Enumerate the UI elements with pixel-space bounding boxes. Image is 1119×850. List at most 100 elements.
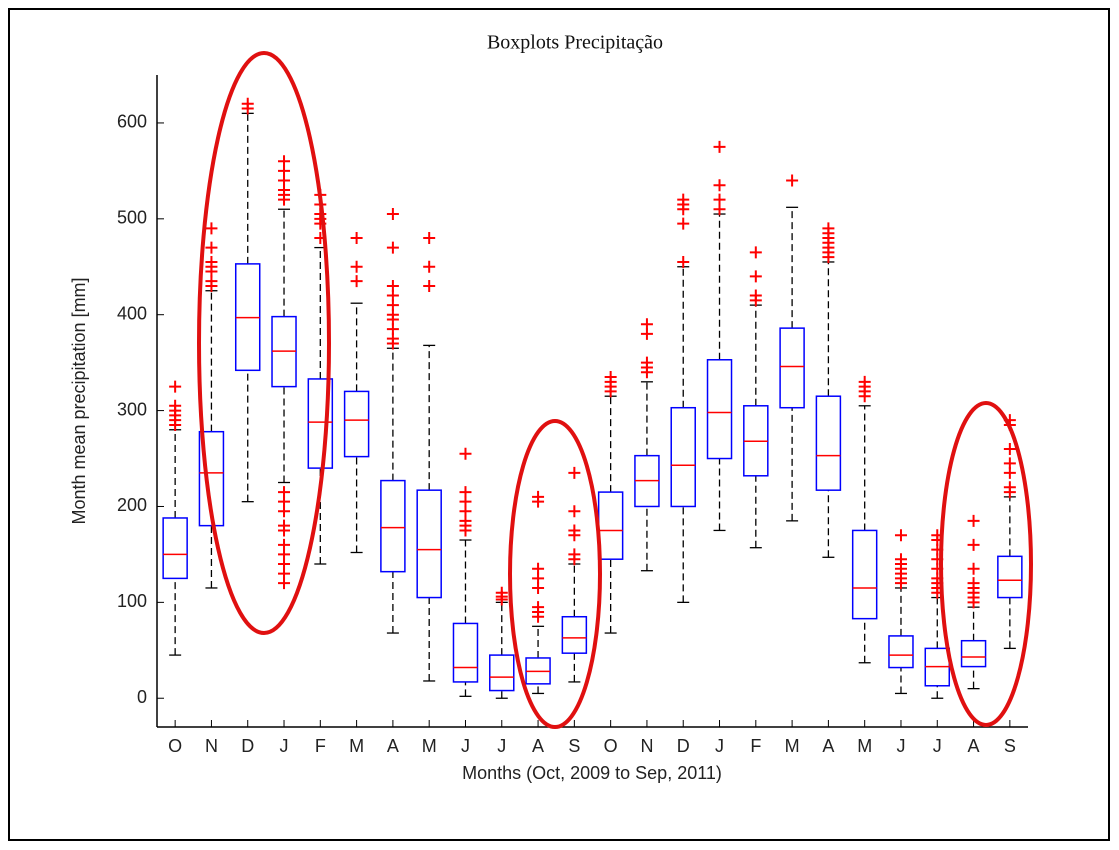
x-tick-label: M bbox=[857, 736, 872, 756]
frame bbox=[8, 8, 1110, 841]
box bbox=[888, 635, 914, 669]
outlier bbox=[423, 260, 436, 273]
outlier bbox=[677, 217, 690, 230]
outlier bbox=[495, 586, 508, 599]
box bbox=[489, 654, 515, 692]
x-tick-label: S bbox=[1004, 736, 1016, 756]
x-tick-label: D bbox=[677, 736, 690, 756]
box bbox=[779, 327, 805, 409]
y-tick-label: 300 bbox=[117, 399, 147, 419]
outlier bbox=[568, 466, 581, 479]
box-group bbox=[271, 155, 297, 590]
outlier bbox=[677, 255, 690, 268]
highlight-ellipse bbox=[939, 401, 1033, 727]
box-group bbox=[343, 232, 370, 554]
outlier bbox=[640, 318, 653, 331]
box-group bbox=[960, 514, 987, 690]
outlier bbox=[350, 232, 363, 244]
box-group bbox=[743, 246, 769, 549]
x-tick-label: O bbox=[604, 736, 618, 756]
outlier bbox=[278, 486, 291, 499]
y-tick-label: 0 bbox=[137, 687, 147, 707]
outlier bbox=[386, 241, 399, 254]
y-tick-label: 100 bbox=[117, 591, 147, 611]
box bbox=[997, 555, 1023, 599]
outlier bbox=[205, 241, 218, 254]
box bbox=[380, 479, 406, 573]
outlier bbox=[967, 538, 980, 551]
outlier bbox=[967, 562, 980, 575]
outlier bbox=[423, 279, 436, 292]
outlier bbox=[822, 222, 835, 235]
box-group bbox=[561, 466, 588, 683]
outlier bbox=[749, 289, 762, 302]
outlier bbox=[278, 538, 291, 551]
x-tick-label: J bbox=[896, 736, 905, 756]
x-tick-label: O bbox=[168, 736, 182, 756]
outlier bbox=[350, 260, 363, 273]
box bbox=[416, 489, 442, 599]
annotations bbox=[197, 51, 1033, 729]
box-group bbox=[525, 490, 551, 695]
x-tick-label: A bbox=[968, 736, 980, 756]
x-tick-label: J bbox=[933, 736, 942, 756]
outlier bbox=[532, 562, 545, 575]
outlier bbox=[568, 524, 581, 537]
outlier bbox=[858, 375, 871, 388]
x-tick-label: J bbox=[280, 736, 289, 756]
outlier bbox=[568, 548, 581, 561]
x-tick-label: A bbox=[532, 736, 544, 756]
outlier bbox=[423, 232, 436, 244]
box-group bbox=[234, 97, 261, 503]
box bbox=[815, 395, 842, 491]
outlier bbox=[459, 486, 472, 499]
highlight-ellipse bbox=[197, 51, 331, 635]
outlier bbox=[241, 97, 254, 110]
outlier bbox=[169, 380, 182, 393]
box bbox=[452, 622, 479, 683]
x-tick-label: J bbox=[461, 736, 470, 756]
box-group bbox=[779, 174, 805, 522]
box bbox=[343, 390, 370, 458]
x-tick-label: M bbox=[785, 736, 800, 756]
outlier bbox=[1003, 442, 1016, 455]
box-group bbox=[634, 318, 660, 572]
outlier bbox=[1003, 481, 1016, 494]
x-tick-label: N bbox=[640, 736, 653, 756]
outlier bbox=[967, 514, 980, 527]
outlier bbox=[749, 246, 762, 259]
box bbox=[851, 529, 878, 620]
x-tick-label: A bbox=[822, 736, 834, 756]
outlier bbox=[640, 356, 653, 369]
x-tick-label: J bbox=[497, 736, 506, 756]
box-group bbox=[416, 232, 442, 682]
outlier bbox=[532, 601, 545, 614]
y-tick-label: 200 bbox=[117, 495, 147, 515]
outlier bbox=[713, 193, 726, 206]
outlier bbox=[894, 529, 907, 542]
outlier bbox=[749, 270, 762, 283]
outlier bbox=[677, 193, 690, 206]
outlier bbox=[278, 155, 291, 168]
box-group bbox=[597, 371, 624, 634]
outlier bbox=[386, 279, 399, 292]
box-group bbox=[670, 193, 696, 604]
outlier bbox=[713, 179, 726, 192]
box bbox=[960, 639, 987, 668]
box-group bbox=[706, 140, 733, 532]
outlier bbox=[568, 505, 581, 518]
x-tick-label: S bbox=[568, 736, 580, 756]
y-tick-label: 500 bbox=[117, 208, 147, 228]
box-group bbox=[888, 529, 914, 695]
x-tick-label: A bbox=[387, 736, 399, 756]
outlier bbox=[786, 174, 799, 187]
outlier bbox=[205, 255, 218, 268]
box-group bbox=[489, 586, 515, 699]
y-axis-label: Month mean precipitation [mm] bbox=[69, 277, 89, 524]
x-axis-label: Months (Oct, 2009 to Sep, 2011) bbox=[462, 763, 722, 783]
outlier bbox=[386, 208, 399, 221]
box bbox=[162, 517, 188, 580]
box-group bbox=[851, 375, 878, 664]
x-tick-label: F bbox=[750, 736, 761, 756]
